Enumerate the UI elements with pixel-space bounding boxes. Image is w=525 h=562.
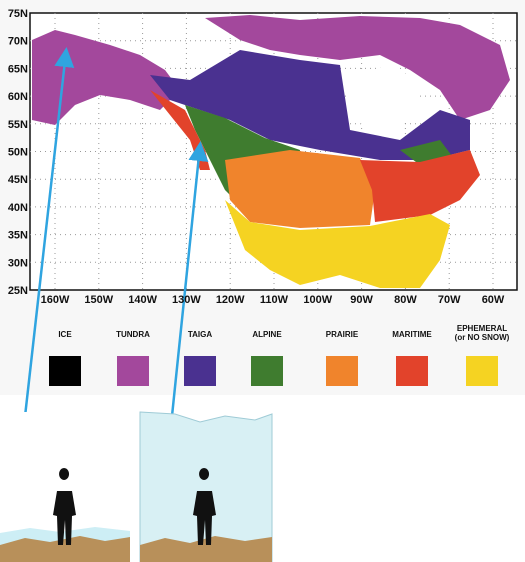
legend-label: EPHEMERAL (or NO SNOW) xyxy=(454,324,510,342)
lon-label: 100W xyxy=(303,294,332,306)
lat-label: 60N xyxy=(8,91,28,103)
arrow xyxy=(170,141,209,417)
legend-label: TUNDRA xyxy=(116,330,150,339)
legend-swatch xyxy=(251,356,283,386)
lon-label: 60W xyxy=(482,294,505,306)
legend-label: MARITIME xyxy=(392,330,432,339)
lat-label: 75N xyxy=(8,8,28,20)
panel-shallow xyxy=(0,412,130,562)
zone-prairie xyxy=(225,150,375,228)
lon-label: 90W xyxy=(350,294,373,306)
lat-label: 65N xyxy=(8,63,28,75)
lon-label: 110W xyxy=(260,294,289,306)
person xyxy=(193,468,216,545)
hudson-bay xyxy=(345,65,420,135)
zone-tundra xyxy=(205,15,510,120)
lat-label: 40N xyxy=(8,202,28,214)
legend-swatch xyxy=(117,356,149,386)
legend-swatch xyxy=(326,356,358,386)
snow-zones xyxy=(32,15,510,288)
lat-label: 30N xyxy=(8,257,28,269)
legend-label: ALPINE xyxy=(252,330,282,339)
snow-layer xyxy=(139,411,273,562)
lon-label: 120W xyxy=(216,294,245,306)
zone-maritime xyxy=(360,150,480,222)
ground xyxy=(0,536,130,562)
legend-swatch xyxy=(49,356,81,386)
lat-label: 45N xyxy=(8,174,28,186)
lat-label: 55N xyxy=(8,119,28,131)
legend-label: ICE xyxy=(58,330,72,339)
lon-label: 70W xyxy=(438,294,461,306)
lon-label: 160W xyxy=(41,294,70,306)
lon-label: 130W xyxy=(172,294,201,306)
lat-label: 25N xyxy=(8,285,28,297)
lat-label: 35N xyxy=(8,230,28,242)
legend-swatch xyxy=(184,356,216,386)
lat-label: 70N xyxy=(8,36,28,48)
panel-deep xyxy=(139,411,273,562)
zone-ephemeral xyxy=(225,200,450,288)
legend-swatch xyxy=(396,356,428,386)
legend-swatch xyxy=(466,356,498,386)
person xyxy=(53,468,76,545)
zone-taiga xyxy=(150,50,470,160)
lon-label: 140W xyxy=(128,294,157,306)
lon-label: 150W xyxy=(84,294,113,306)
legend-label: TAIGA xyxy=(187,330,213,339)
ground xyxy=(140,536,272,562)
lon-label: 80W xyxy=(394,294,417,306)
legend-label: PRAIRIE xyxy=(325,330,359,339)
lat-label: 50N xyxy=(8,147,28,159)
